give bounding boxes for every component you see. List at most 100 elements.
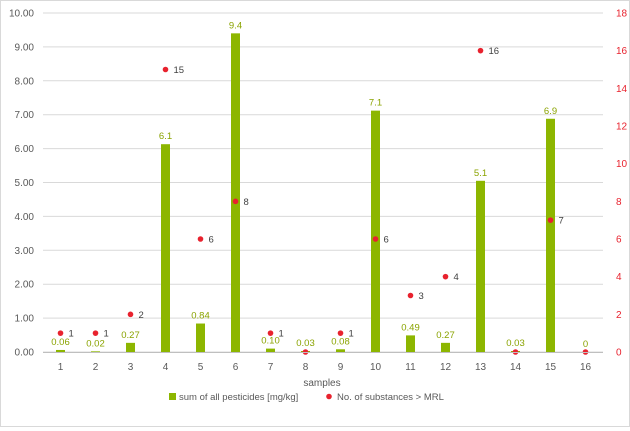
bar-data-label: 0.06	[51, 337, 70, 348]
x-axis-tick-label: 14	[510, 362, 522, 373]
bar-data-label: 0.08	[331, 336, 350, 347]
dot	[127, 311, 134, 318]
left-axis-tick-label: 6.00	[15, 144, 35, 155]
x-axis-tick-label: 11	[405, 362, 416, 373]
x-axis-title: samples	[303, 378, 340, 389]
gridlines	[43, 12, 603, 353]
right-axis-tick-label: 2	[616, 310, 622, 321]
bar-data-label: 6.9	[544, 106, 557, 117]
dot	[477, 47, 484, 54]
x-axis-tick-label: 15	[545, 362, 557, 373]
dot	[407, 292, 414, 299]
x-axis-tick-label: 9	[338, 362, 344, 373]
legend-swatch-bars	[169, 393, 176, 400]
bar-data-label: 7.1	[369, 98, 382, 109]
dot	[267, 330, 274, 336]
dot-data-label: 8	[244, 197, 249, 208]
x-axis-tick-label: 6	[233, 362, 239, 373]
dot	[442, 273, 449, 280]
x-axis-tick-label: 3	[128, 362, 134, 373]
bar	[336, 349, 345, 352]
bar	[371, 110, 380, 352]
right-axis-tick-label: 0	[616, 348, 622, 359]
dot-data-label: 15	[174, 65, 185, 76]
dot-data-label: 2	[139, 310, 144, 321]
left-axis: 0.00 1.00 2.00 3.00 4.00 5.00 6.00 7.00 8.00 9.00…	[9, 9, 34, 359]
dot	[232, 198, 239, 205]
dot-data-label: 1	[279, 329, 284, 340]
x-axis-tick-label: 16	[580, 362, 592, 373]
right-axis-tick-label: 16	[616, 46, 628, 57]
left-axis-tick-label: 8.00	[15, 76, 35, 87]
x-axis-tick-label: 4	[163, 362, 169, 373]
bar	[196, 323, 205, 352]
left-axis-tick-label: 7.00	[15, 110, 35, 121]
x-axis-tick-label: 1	[58, 362, 64, 373]
bar	[56, 349, 65, 352]
bar	[126, 342, 135, 352]
dot-data-label: 6	[209, 235, 214, 246]
right-axis: 0 2 4 6 8 10 12 14 16 18	[616, 9, 628, 359]
right-axis-tick-label: 6	[616, 235, 622, 246]
bar-data-label: 0.02	[86, 338, 105, 349]
bar	[476, 180, 485, 352]
bar-data-label: 0.27	[436, 330, 455, 341]
bar-data-label: 0.49	[401, 322, 420, 333]
right-axis-tick-label: 12	[616, 122, 628, 133]
x-axis-tick-label: 2	[93, 362, 99, 373]
dot-data-label: 1	[104, 329, 109, 340]
dot-data-label: 4	[454, 272, 459, 283]
left-axis-tick-label: 9.00	[15, 42, 35, 53]
x-axis: 1 2 3 4 5 6 7 8 9 10 11 12 13 14 15 16	[43, 352, 603, 373]
dot-data-label: 3	[419, 291, 424, 302]
dot	[372, 236, 379, 242]
bar-data-label: 0.03	[296, 338, 315, 349]
left-axis-tick-label: 3.00	[15, 246, 35, 257]
dot	[92, 330, 99, 336]
dot-data-label: 1	[349, 329, 354, 340]
bar-data-label: 0.10	[261, 336, 280, 347]
x-axis-tick-label: 8	[303, 362, 309, 373]
left-axis-tick-label: 1.00	[15, 314, 35, 325]
right-axis-tick-label: 8	[616, 197, 622, 208]
right-axis-tick-label: 18	[616, 9, 628, 20]
bar-data-label: 0	[583, 339, 588, 350]
bar	[546, 118, 555, 352]
x-axis-tick-label: 12	[440, 362, 452, 373]
bar	[406, 335, 415, 352]
x-axis-tick-label: 5	[198, 362, 204, 373]
dot-data-label: 6	[384, 235, 389, 246]
dot	[337, 330, 344, 336]
dot-data-label: 7	[559, 216, 564, 227]
legend: sum of all pesticides [mg/kg] No. of subs…	[169, 392, 444, 403]
bar	[231, 33, 240, 353]
bar-data-label: 5.1	[474, 168, 487, 179]
bar-data-label: 0.84	[191, 311, 210, 322]
legend-label-dots: No. of substances > MRL	[337, 392, 444, 403]
left-axis-tick-label: 5.00	[15, 178, 35, 189]
bar-data-label: 0.03	[506, 338, 525, 349]
bar	[161, 144, 170, 352]
x-axis-tick-label: 7	[268, 362, 274, 373]
bar-data-label: 0.27	[121, 330, 140, 341]
dot-data-label: 1	[69, 329, 74, 340]
bar	[266, 348, 275, 352]
bar	[441, 342, 450, 352]
left-axis-tick-label: 10.00	[9, 9, 34, 20]
bar	[91, 351, 100, 352]
legend-label-bars: sum of all pesticides [mg/kg]	[179, 392, 298, 403]
dot	[57, 330, 64, 336]
left-axis-tick-label: 0.00	[15, 348, 35, 359]
right-axis-tick-label: 14	[616, 84, 628, 95]
x-axis-tick-label: 10	[370, 362, 382, 373]
left-axis-tick-label: 2.00	[15, 280, 35, 291]
right-axis-tick-label: 10	[616, 159, 628, 170]
bar-series: 0.06 0.02 0.27 6.1 0.84 9.4 0.10 0.03 0.08 7.1 0.4…	[51, 20, 588, 353]
dot	[197, 236, 204, 242]
legend-swatch-dots	[326, 393, 332, 400]
x-axis-tick-label: 13	[475, 362, 487, 373]
bar-data-label: 9.4	[229, 20, 242, 31]
